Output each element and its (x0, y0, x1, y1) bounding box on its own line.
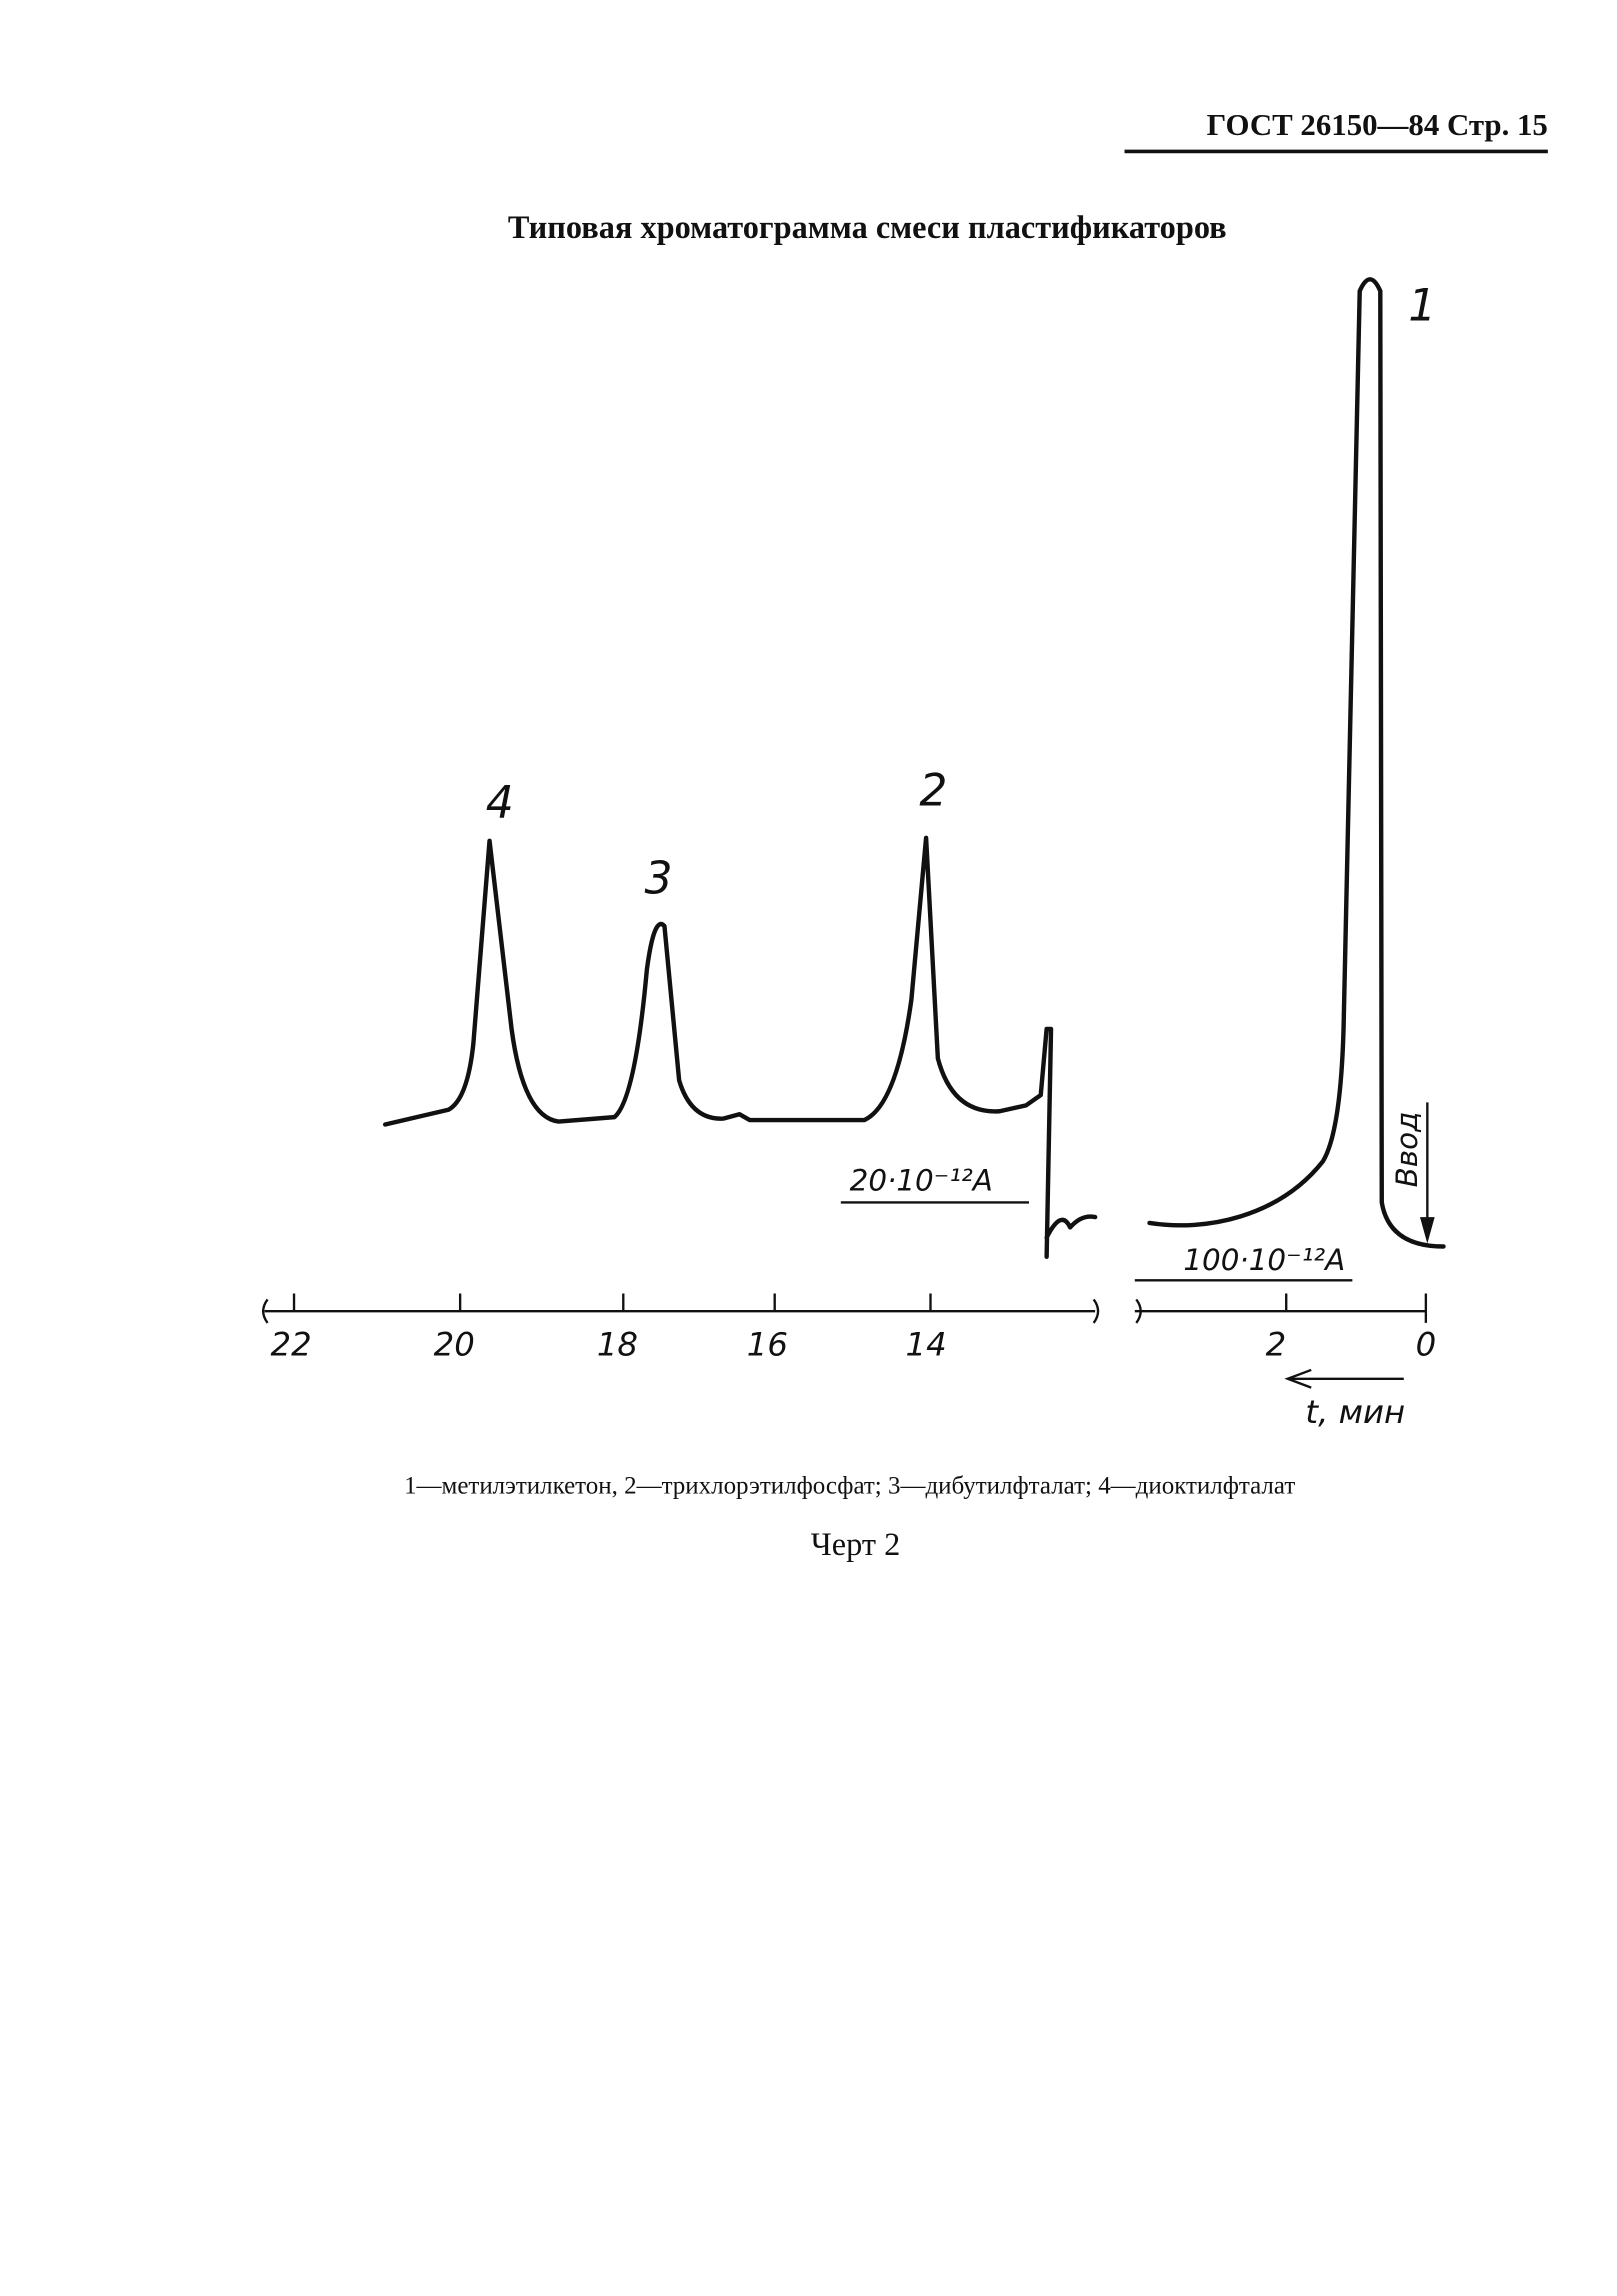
scale-label: 20·10⁻¹²A (850, 1164, 993, 1198)
scale-label: 100·10⁻¹²A (1183, 1243, 1345, 1277)
peak-label: 2 (919, 766, 947, 817)
figure-caption: Черт 2 (811, 1526, 900, 1562)
axis-tick-label: 2 (1266, 1325, 1287, 1363)
injection-label: Ввод (1390, 1112, 1424, 1188)
axis-tick-label: 16 (747, 1325, 788, 1363)
axis-tick-label: 0 (1416, 1325, 1437, 1363)
axis-tick-label: 20 (434, 1325, 475, 1363)
legend-item: 2—трихлорэтилфосфат; (624, 1472, 882, 1499)
axis-break (261, 1298, 1100, 1324)
page-header: ГОСТ 26150—84 Стр. 15 (1207, 108, 1548, 142)
arrow-head (1284, 1368, 1312, 1389)
peak-label: 3 (645, 854, 673, 905)
legend-item: 1—метилэтилкетон, (404, 1472, 618, 1499)
axis-tick-label: 22 (271, 1325, 312, 1363)
peak-label: 1 (1408, 280, 1436, 331)
axis-ticks (292, 1293, 932, 1312)
legend: 1—метилэтилкетон, 2—трихлорэтилфосфат; 3… (404, 1472, 1295, 1499)
axis-label: t, мин (1305, 1393, 1405, 1431)
arrow-head (1419, 1217, 1435, 1244)
peak-label: 4 (486, 777, 514, 828)
axis-ticks (1135, 1293, 1428, 1324)
legend-item: 3—дибутилфталат; (888, 1472, 1092, 1499)
chromatogram-right (1147, 277, 1446, 1249)
figure-title: Типовая хроматограмма смеси пластификато… (508, 209, 1227, 245)
axis-tick-label: 14 (906, 1325, 947, 1363)
legend-item: 4—диоктилфталат (1098, 1472, 1295, 1499)
axis-tick-label: 18 (597, 1325, 638, 1363)
chromatogram-left (382, 835, 1098, 1259)
